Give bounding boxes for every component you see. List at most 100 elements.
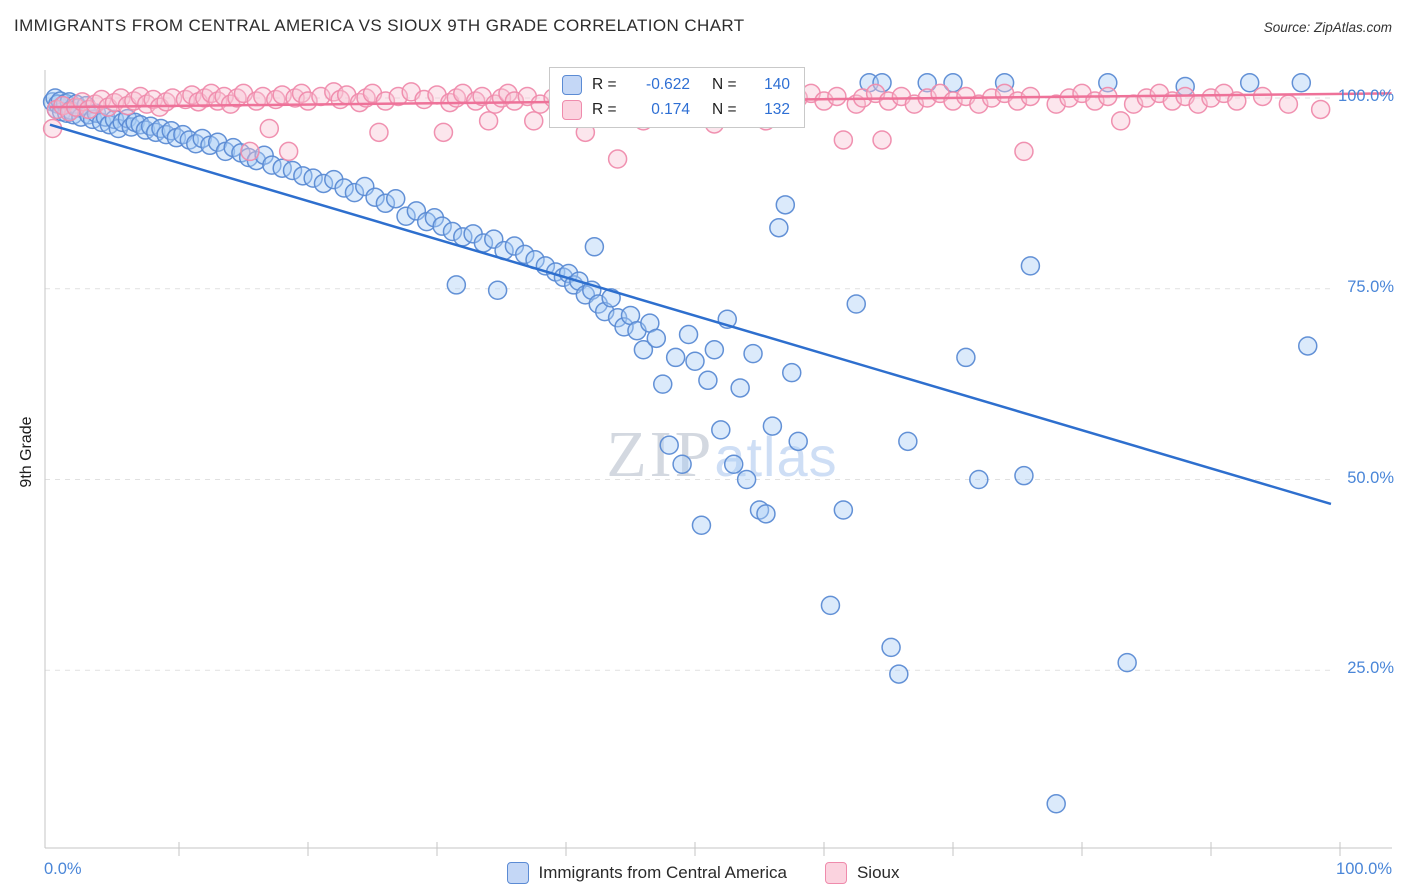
- scatter-point: [396, 206, 416, 227]
- scatter-point: [820, 595, 841, 616]
- scatter-point: [584, 237, 605, 257]
- scatter-point: [1291, 72, 1312, 93]
- scatter-point: [898, 431, 918, 452]
- scatter-point: [1298, 336, 1318, 356]
- scatter-point: [917, 72, 937, 93]
- scatter-point: [782, 362, 802, 383]
- r-value: -0.622: [646, 76, 690, 93]
- scatter-point: [704, 340, 725, 360]
- scatter-point: [788, 431, 808, 452]
- y-tick-label-50: 50.0%: [1347, 469, 1394, 487]
- scatter-point: [1014, 141, 1034, 162]
- legend-item-label: Immigrants from Central America: [538, 863, 787, 882]
- scatter-point: [303, 168, 323, 188]
- scatter-point: [278, 141, 299, 162]
- scatter-point: [282, 160, 303, 181]
- scatter-point: [994, 72, 1015, 93]
- x-axis-min-label: 0.0%: [44, 860, 82, 878]
- bottom-legend: Immigrants from Central America Sioux: [0, 862, 1406, 884]
- pink-legend-swatch-icon: [824, 862, 847, 884]
- scatter-point: [1020, 256, 1041, 276]
- legend-item-central-america: Immigrants from Central America: [506, 862, 787, 884]
- y-tick-label-100: 100.0%: [1338, 87, 1394, 105]
- scatter-point: [723, 454, 744, 474]
- scatter-point: [711, 420, 731, 440]
- pink-series-swatch-icon: [562, 100, 582, 120]
- scatter-point: [192, 128, 212, 149]
- scatter-point: [889, 664, 909, 684]
- n-value: 140: [764, 76, 790, 93]
- scatter-point: [672, 454, 692, 474]
- scatter-point: [736, 469, 757, 490]
- scatter-point: [969, 469, 989, 490]
- scatter-point: [1117, 652, 1137, 673]
- legend-row-central-america: R = -0.622 N = 140: [562, 75, 790, 95]
- scatter-point: [1014, 465, 1034, 486]
- scatter-point: [653, 374, 673, 394]
- page-title: IMMIGRANTS FROM CENTRAL AMERICA VS SIOUX…: [14, 16, 745, 35]
- scatter-point: [1098, 72, 1118, 93]
- blue-series-swatch-icon: [562, 75, 582, 95]
- scatter-point: [478, 111, 499, 131]
- x-axis-max-label: 100.0%: [1336, 860, 1392, 878]
- scatter-point: [1239, 72, 1260, 93]
- r-value: 0.174: [651, 101, 690, 118]
- blue-legend-swatch-icon: [506, 862, 529, 884]
- scatter-point: [487, 280, 508, 301]
- scatter-point: [665, 347, 686, 368]
- scatter-point: [514, 244, 535, 265]
- scatter-point: [872, 72, 892, 93]
- scatter-point: [743, 343, 763, 364]
- scatter-point: [633, 340, 654, 360]
- scatter-point: [313, 173, 334, 194]
- r-label: R =: [592, 101, 617, 118]
- scatter-point: [775, 195, 796, 215]
- scatter-point: [691, 515, 712, 536]
- scatter-point: [524, 111, 544, 131]
- legend-item-label: Sioux: [856, 863, 900, 882]
- source-attribution: Source: ZipAtlas.com: [1263, 20, 1392, 35]
- scatter-point: [369, 122, 389, 143]
- scatter-point: [846, 294, 866, 314]
- scatter-point: [833, 130, 854, 150]
- scatter-point: [291, 83, 312, 104]
- scatter-point: [881, 637, 901, 658]
- scatter-point: [442, 221, 463, 242]
- trend-line: [49, 123, 1332, 506]
- scatter-point: [756, 504, 776, 524]
- scatter-point: [1310, 99, 1331, 120]
- scatter-point: [385, 188, 406, 209]
- scatter-point: [446, 275, 467, 295]
- scatter-point: [240, 141, 260, 162]
- scatter-point: [344, 182, 365, 203]
- scatter-point: [433, 122, 454, 143]
- legend-box: R = -0.622 N = 140 R = 0.174 N = 132: [549, 67, 805, 128]
- scatter-point: [259, 118, 280, 139]
- scatter-point: [762, 416, 783, 436]
- scatter-point: [375, 193, 396, 214]
- scatter-point: [833, 500, 854, 520]
- scatter-point: [607, 149, 628, 169]
- scatter-point: [678, 324, 699, 345]
- scatter-point: [827, 86, 847, 107]
- scatter-point: [698, 370, 718, 391]
- scatter-point: [769, 217, 789, 238]
- scatter-point: [956, 347, 976, 368]
- scatter-point: [1046, 794, 1066, 814]
- legend-item-sioux: Sioux: [824, 862, 900, 884]
- n-label: N =: [712, 101, 737, 118]
- scatter-point: [1252, 86, 1273, 107]
- scatter-point: [646, 328, 667, 349]
- n-label: N =: [712, 76, 737, 93]
- scatter-point: [659, 435, 679, 455]
- scatter-point: [685, 351, 705, 371]
- scatter-point: [365, 187, 385, 207]
- n-value: 132: [764, 101, 790, 118]
- r-label: R =: [592, 76, 617, 93]
- scatter-point: [432, 216, 452, 236]
- y-tick-label-25: 25.0%: [1347, 659, 1394, 677]
- scatter-point: [334, 178, 354, 198]
- scatter-point: [1278, 94, 1299, 114]
